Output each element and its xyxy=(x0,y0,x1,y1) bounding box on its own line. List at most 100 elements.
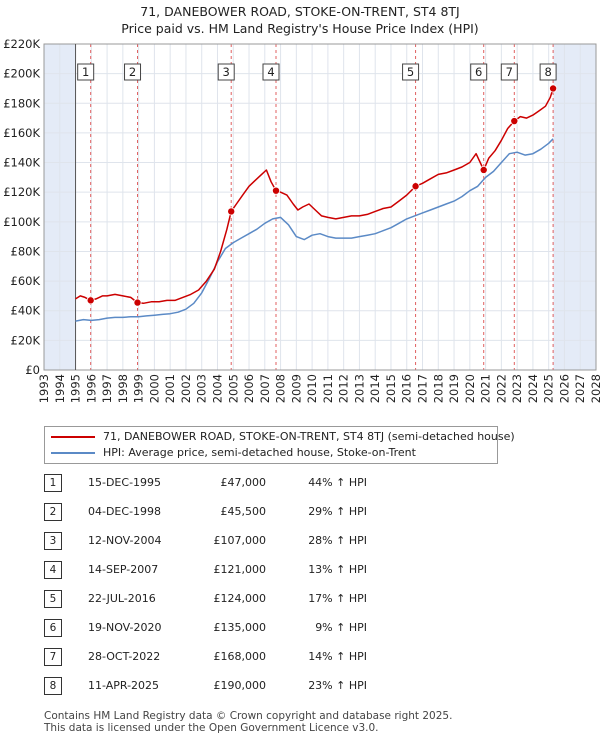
transaction-date: 19-NOV-2020 xyxy=(88,621,162,634)
transaction-date: 22-JUL-2016 xyxy=(88,592,156,605)
transaction-date: 11-APR-2025 xyxy=(88,679,160,692)
y-tick-label: £80K xyxy=(11,244,41,258)
x-tick-label: 1997 xyxy=(100,374,114,403)
hpi-series-line xyxy=(75,138,554,322)
x-tick-label: 2004 xyxy=(210,374,224,403)
x-tick-label: 2003 xyxy=(195,374,209,403)
legend-label-property: 71, DANEBOWER ROAD, STOKE-ON-TRENT, ST4 … xyxy=(103,430,515,443)
y-tick-label: £120K xyxy=(3,185,40,199)
transaction-price: £190,000 xyxy=(213,679,267,692)
transaction-date: 28-OCT-2022 xyxy=(88,650,161,663)
table-row: 4 14-SEP-2007 £121,000 13% ↑ HPI xyxy=(44,561,404,581)
x-tick-label: 2026 xyxy=(557,374,571,403)
y-tick-label: £0 xyxy=(25,363,40,377)
transaction-number-badge: 8 xyxy=(44,677,62,695)
transaction-label-box xyxy=(470,63,488,81)
y-tick-label: £220K xyxy=(3,37,40,51)
legend-swatch-property xyxy=(51,436,95,438)
transaction-label-box xyxy=(77,63,95,81)
transaction-date: 12-NOV-2004 xyxy=(88,534,162,547)
transaction-hpi-diff: 17% ↑ HPI xyxy=(308,592,367,605)
chart-legend: 71, DANEBOWER ROAD, STOKE-ON-TRENT, ST4 … xyxy=(44,426,515,464)
x-tick-label: 2014 xyxy=(368,374,382,403)
transaction-label-box xyxy=(262,63,280,81)
x-tick-label: 1998 xyxy=(116,374,130,403)
transaction-point xyxy=(227,207,236,216)
title-subtitle: Price paid vs. HM Land Registry's House … xyxy=(121,21,479,36)
x-tick-label: 2027 xyxy=(573,374,587,403)
x-tick-label: 2015 xyxy=(384,374,398,403)
transaction-price: £168,000 xyxy=(213,650,267,663)
y-tick-label: £60K xyxy=(11,274,41,288)
transaction-label-box xyxy=(124,63,142,81)
y-tick-label: £180K xyxy=(3,96,40,110)
chart-title: 71, DANEBOWER ROAD, STOKE-ON-TRENT, ST4 … xyxy=(0,3,600,37)
transaction-label-number: 2 xyxy=(129,65,136,79)
title-address: 71, DANEBOWER ROAD, STOKE-ON-TRENT, ST4 … xyxy=(140,4,460,19)
x-tick-label: 2007 xyxy=(258,374,272,403)
x-tick-label: 2010 xyxy=(305,374,319,403)
transaction-point xyxy=(549,84,558,93)
table-row: 6 19-NOV-2020 £135,000 9% ↑ HPI xyxy=(44,619,404,639)
transaction-point xyxy=(411,182,420,191)
x-tick-label: 2016 xyxy=(400,374,414,403)
transaction-number-badge: 2 xyxy=(44,503,62,521)
x-tick-label: 2001 xyxy=(163,374,177,403)
price-chart: 1 2 3 4 5 6 7 8 £0 £20K £40K £60K £80K £100K £120K £140… xyxy=(3,37,600,403)
plot-frame xyxy=(43,43,597,371)
transaction-point xyxy=(510,117,519,126)
y-tick-label: £140K xyxy=(3,156,40,170)
transaction-label-number: 5 xyxy=(407,65,414,79)
y-tick-label: £40K xyxy=(11,304,41,318)
transaction-number-badge: 7 xyxy=(44,648,62,666)
licence-notice: This data is licensed under the Open Gov… xyxy=(44,722,379,734)
x-tick-label: 2012 xyxy=(337,374,351,403)
copyright-notice: Contains HM Land Registry data © Crown c… xyxy=(44,710,453,722)
x-tick-label: 1993 xyxy=(37,374,51,403)
x-tick-label: 2024 xyxy=(526,374,540,403)
x-tick-label: 2017 xyxy=(416,374,430,403)
transaction-price: £124,000 xyxy=(213,592,267,605)
table-row: 5 22-JUL-2016 £124,000 17% ↑ HPI xyxy=(44,590,404,610)
transaction-date: 04-DEC-1998 xyxy=(88,505,162,518)
transaction-hpi-diff: 13% ↑ HPI xyxy=(308,563,367,576)
transaction-price: £47,000 xyxy=(220,476,267,489)
x-tick-label: 2028 xyxy=(589,374,600,403)
table-row: 2 04-DEC-1998 £45,500 29% ↑ HPI xyxy=(44,503,404,523)
transaction-date: 15-DEC-1995 xyxy=(88,476,162,489)
x-tick-label: 2019 xyxy=(447,374,461,403)
legend-label-hpi: HPI: Average price, semi-detached house,… xyxy=(103,446,416,459)
transaction-date: 14-SEP-2007 xyxy=(88,563,159,576)
transaction-hpi-diff: 23% ↑ HPI xyxy=(308,679,367,692)
x-tick-label: 2009 xyxy=(289,374,303,403)
plot-area xyxy=(44,44,596,370)
transaction-point xyxy=(271,186,280,195)
transaction-point xyxy=(479,165,488,174)
transaction-number-badge: 5 xyxy=(44,590,62,608)
transaction-label-box xyxy=(539,63,557,81)
table-row: 1 15-DEC-1995 £47,000 44% ↑ HPI xyxy=(44,474,404,494)
x-tick-label: 2022 xyxy=(494,374,508,403)
table-row: 3 12-NOV-2004 £107,000 28% ↑ HPI xyxy=(44,532,404,552)
transaction-hpi-diff: 44% ↑ HPI xyxy=(308,476,367,489)
transaction-hpi-diff: 14% ↑ HPI xyxy=(308,650,367,663)
transaction-price: £121,000 xyxy=(213,563,267,576)
transaction-hpi-diff: 29% ↑ HPI xyxy=(308,505,367,518)
x-tick-label: 2002 xyxy=(179,374,193,403)
transaction-label-number: 4 xyxy=(267,65,274,79)
x-tick-label: 2025 xyxy=(542,374,556,403)
transaction-price: £45,500 xyxy=(220,505,267,518)
legend-swatch-hpi xyxy=(51,452,95,454)
x-tick-label: 2023 xyxy=(510,374,524,403)
x-tick-label: 2006 xyxy=(242,374,256,403)
x-tick-label: 2013 xyxy=(352,374,366,403)
y-tick-label: £160K xyxy=(3,126,40,140)
transaction-price: £135,000 xyxy=(213,621,267,634)
x-tick-label: 2000 xyxy=(147,374,161,403)
transaction-hpi-diff: 9% ↑ HPI xyxy=(315,621,367,634)
transaction-label-box xyxy=(402,63,420,81)
x-tick-label: 1995 xyxy=(69,374,83,403)
transaction-price: £107,000 xyxy=(213,534,267,547)
x-tick-label: 2021 xyxy=(479,374,493,403)
transaction-label-number: 6 xyxy=(475,65,482,79)
